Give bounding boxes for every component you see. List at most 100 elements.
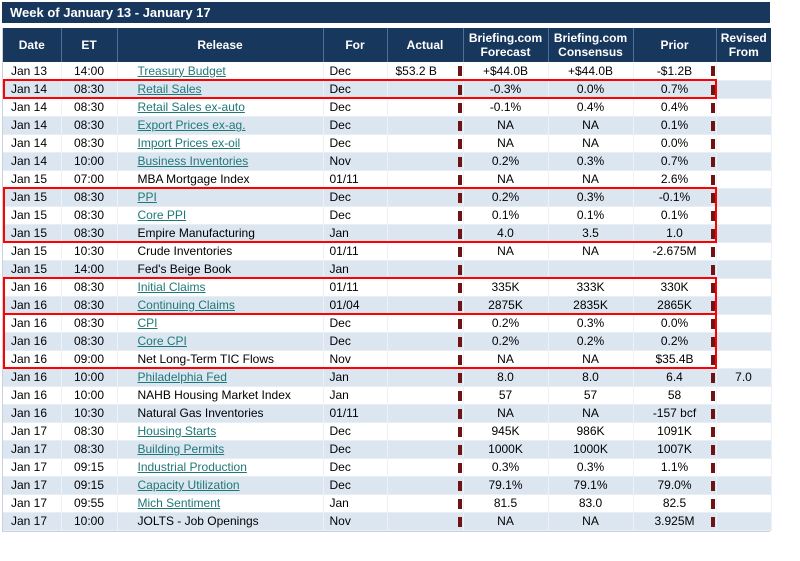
forecast-cell: 945K [463, 422, 549, 441]
revised-cell [716, 440, 772, 459]
red-marker-icon [457, 300, 462, 311]
release-link[interactable]: Retail Sales [137, 82, 202, 96]
time-cell: 08:30 [61, 206, 118, 225]
date-cell: Jan 16 [3, 368, 62, 387]
prior-cell: 79.0% [633, 476, 717, 495]
time-cell: 08:30 [61, 188, 118, 207]
release-link[interactable]: Core CPI [137, 334, 187, 348]
release-link[interactable]: Industrial Production [137, 460, 247, 474]
release-link[interactable]: Mich Sentiment [137, 496, 221, 510]
release-link[interactable]: Business Inventories [137, 154, 249, 168]
release-link[interactable]: Import Prices ex-oil [137, 136, 241, 150]
release-link[interactable]: Continuing Claims [137, 298, 235, 312]
actual-cell [387, 476, 464, 495]
release-link[interactable]: Core PPI [137, 208, 187, 222]
table-row: Jan 15 10:30 Crude Inventories 01/11 NA … [3, 242, 772, 261]
table-row: Jan 14 08:30 Retail Sales ex-auto Dec -0… [3, 98, 772, 117]
revised-cell [716, 350, 772, 369]
date-cell: Jan 15 [3, 170, 62, 189]
table-row: Jan 16 10:00 Philadelphia Fed Jan 8.0 8.… [3, 368, 772, 387]
revised-cell [716, 296, 772, 315]
release-link[interactable]: CPI [137, 316, 158, 330]
consensus-cell: 0.3% [548, 314, 634, 333]
red-marker-icon [710, 408, 715, 419]
revised-cell [716, 170, 772, 189]
release-link[interactable]: Retail Sales ex-auto [137, 100, 245, 114]
red-marker-icon [457, 516, 462, 527]
time-cell: 08:30 [61, 332, 118, 351]
release-cell: Philadelphia Fed [117, 368, 324, 387]
consensus-cell: +$44.0B [548, 62, 634, 81]
release-text: MBA Mortgage Index [137, 172, 250, 186]
red-marker-icon [457, 480, 462, 491]
date-cell: Jan 16 [3, 350, 62, 369]
forecast-cell: NA [463, 350, 549, 369]
release-link[interactable]: Treasury Budget [137, 63, 226, 78]
release-text: Fed's Beige Book [137, 262, 232, 276]
red-marker-icon [457, 102, 462, 113]
forecast-cell: NA [463, 170, 549, 189]
time-cell: 10:00 [61, 152, 118, 171]
for-cell: Jan [323, 368, 388, 387]
release-link[interactable]: Philadelphia Fed [137, 370, 227, 384]
release-link[interactable]: Building Permits [137, 442, 225, 456]
for-cell: Dec [323, 314, 388, 333]
date-cell: Jan 13 [3, 62, 62, 81]
red-marker-icon [457, 174, 462, 185]
date-cell: Jan 17 [3, 422, 62, 441]
consensus-cell: 0.0% [548, 80, 634, 99]
date-cell: Jan 17 [3, 440, 62, 459]
table-row: Jan 17 09:15 Capacity Utilization Dec 79… [3, 476, 772, 495]
table-row: Jan 15 08:30 PPI Dec 0.2% 0.3% -0.1% [3, 188, 772, 207]
release-link[interactable]: Export Prices ex-ag. [137, 118, 246, 132]
release-cell: Business Inventories [117, 152, 324, 171]
prior-cell: 0.0% [633, 134, 717, 153]
revised-cell [716, 458, 772, 477]
consensus-cell: NA [548, 116, 634, 135]
revised-cell [716, 62, 772, 81]
release-cell: Retail Sales ex-auto [117, 98, 324, 117]
red-marker-icon [710, 174, 715, 185]
col-header-briefing-forecast: Briefing.com Forecast [462, 28, 548, 62]
actual-cell [387, 98, 464, 117]
actual-cell [387, 242, 464, 261]
red-marker-icon [710, 480, 715, 491]
red-marker-icon [710, 210, 715, 221]
date-cell: Jan 15 [3, 242, 62, 261]
release-link[interactable]: Housing Starts [137, 424, 217, 438]
actual-cell [387, 134, 464, 153]
revised-cell [716, 242, 772, 261]
for-cell: Dec [323, 98, 388, 117]
release-cell: Initial Claims [117, 278, 324, 297]
red-marker-icon [457, 408, 462, 419]
release-cell: Export Prices ex-ag. [117, 116, 324, 135]
release-link[interactable]: PPI [137, 190, 157, 204]
prior-cell [633, 260, 717, 279]
revised-cell [716, 404, 772, 423]
col-header-release: Release [116, 28, 323, 62]
red-marker-icon [457, 282, 462, 293]
actual-cell [387, 512, 464, 531]
red-marker-icon [457, 264, 462, 275]
table-row: Jan 17 08:30 Housing Starts Dec 945K 986… [3, 422, 772, 441]
revised-cell [716, 386, 772, 405]
forecast-cell: 0.1% [463, 206, 549, 225]
forecast-cell: -0.3% [463, 80, 549, 99]
red-marker-icon [710, 246, 715, 257]
forecast-cell [463, 260, 549, 279]
time-cell: 08:30 [61, 422, 118, 441]
consensus-cell: 1000K [548, 440, 634, 459]
table-row: Jan 15 07:00 MBA Mortgage Index 01/11 NA… [3, 170, 772, 189]
table-row: Jan 16 09:00 Net Long-Term TIC Flows Nov… [3, 350, 772, 369]
release-link[interactable]: Capacity Utilization [137, 478, 240, 492]
time-cell: 10:00 [61, 368, 118, 387]
for-cell: Jan [323, 260, 388, 279]
release-text: Net Long-Term TIC Flows [137, 352, 274, 366]
release-link[interactable]: Initial Claims [137, 280, 206, 294]
actual-cell [387, 386, 464, 405]
consensus-cell: NA [548, 134, 634, 153]
actual-cell [387, 152, 464, 171]
time-cell: 14:00 [61, 260, 118, 279]
prior-cell: 1.0 [633, 224, 717, 243]
